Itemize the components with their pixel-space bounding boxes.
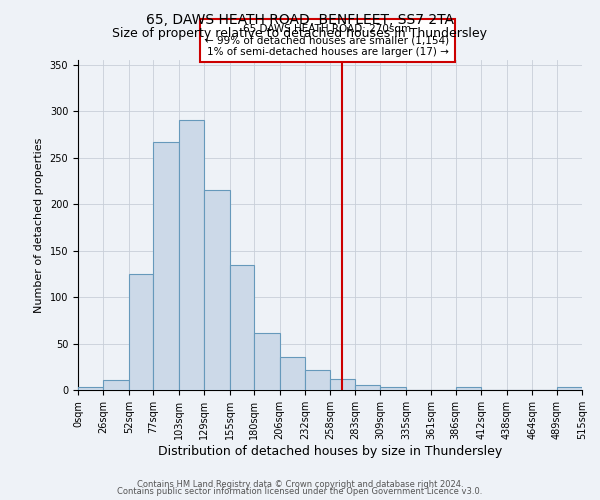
Text: Size of property relative to detached houses in Thundersley: Size of property relative to detached ho… <box>113 28 487 40</box>
Text: 65 DAWS HEATH ROAD: 270sqm
← 99% of detached houses are smaller (1,154)
1% of se: 65 DAWS HEATH ROAD: 270sqm ← 99% of deta… <box>205 24 449 57</box>
Bar <box>456 387 481 390</box>
Bar <box>280 356 305 390</box>
Bar <box>355 386 380 390</box>
Bar <box>204 190 230 390</box>
Bar <box>103 380 129 390</box>
Text: 65, DAWS HEATH ROAD, BENFLEET, SS7 2TA: 65, DAWS HEATH ROAD, BENFLEET, SS7 2TA <box>146 12 454 26</box>
Y-axis label: Number of detached properties: Number of detached properties <box>34 138 44 312</box>
Bar <box>154 142 179 390</box>
Bar <box>78 387 103 390</box>
Text: Contains public sector information licensed under the Open Government Licence v3: Contains public sector information licen… <box>118 488 482 496</box>
Bar <box>254 334 280 390</box>
Bar <box>230 264 254 390</box>
Bar <box>331 379 355 390</box>
Bar <box>129 274 154 390</box>
X-axis label: Distribution of detached houses by size in Thundersley: Distribution of detached houses by size … <box>158 444 502 458</box>
Bar <box>179 120 204 390</box>
Bar <box>557 387 582 390</box>
Bar <box>380 387 406 390</box>
Text: Contains HM Land Registry data © Crown copyright and database right 2024.: Contains HM Land Registry data © Crown c… <box>137 480 463 489</box>
Bar <box>305 370 331 390</box>
